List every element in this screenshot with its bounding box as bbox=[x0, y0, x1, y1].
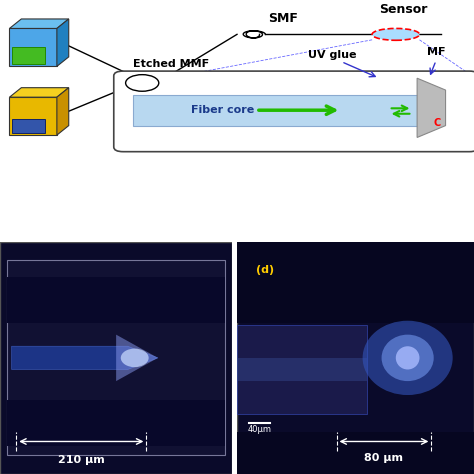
Bar bbox=[7, 260, 225, 456]
Text: Sensor: Sensor bbox=[379, 3, 428, 16]
Text: (d): (d) bbox=[256, 264, 274, 274]
Bar bbox=[237, 325, 367, 414]
Text: UV glue: UV glue bbox=[308, 49, 356, 60]
Ellipse shape bbox=[382, 335, 434, 381]
Ellipse shape bbox=[396, 346, 419, 370]
Text: 80 μm: 80 μm bbox=[365, 453, 403, 463]
Polygon shape bbox=[9, 28, 57, 66]
Text: Etched MMF: Etched MMF bbox=[133, 59, 209, 69]
Text: MF: MF bbox=[427, 47, 445, 57]
Circle shape bbox=[126, 74, 159, 91]
Polygon shape bbox=[9, 19, 69, 28]
Ellipse shape bbox=[372, 28, 419, 40]
Polygon shape bbox=[417, 78, 446, 137]
Polygon shape bbox=[12, 47, 45, 64]
Text: SMF: SMF bbox=[268, 12, 298, 26]
Text: (b): (b) bbox=[128, 78, 146, 88]
Bar bbox=[237, 358, 367, 381]
Polygon shape bbox=[116, 335, 158, 381]
Polygon shape bbox=[12, 118, 45, 133]
Polygon shape bbox=[9, 97, 57, 135]
Polygon shape bbox=[57, 88, 69, 135]
Polygon shape bbox=[9, 88, 69, 97]
Ellipse shape bbox=[121, 348, 149, 367]
FancyBboxPatch shape bbox=[114, 71, 474, 152]
Bar bbox=[237, 432, 474, 474]
Text: Cladding: Cladding bbox=[185, 130, 239, 140]
Text: C: C bbox=[434, 118, 441, 128]
Polygon shape bbox=[57, 19, 69, 66]
Bar bbox=[7, 400, 225, 446]
Text: 40μm: 40μm bbox=[247, 425, 272, 434]
Text: Fiber core: Fiber core bbox=[191, 105, 255, 115]
Polygon shape bbox=[11, 346, 158, 370]
Ellipse shape bbox=[363, 321, 453, 395]
Bar bbox=[133, 95, 427, 126]
Text: 210 μm: 210 μm bbox=[58, 455, 105, 465]
Bar bbox=[7, 277, 225, 323]
Bar bbox=[237, 242, 474, 323]
